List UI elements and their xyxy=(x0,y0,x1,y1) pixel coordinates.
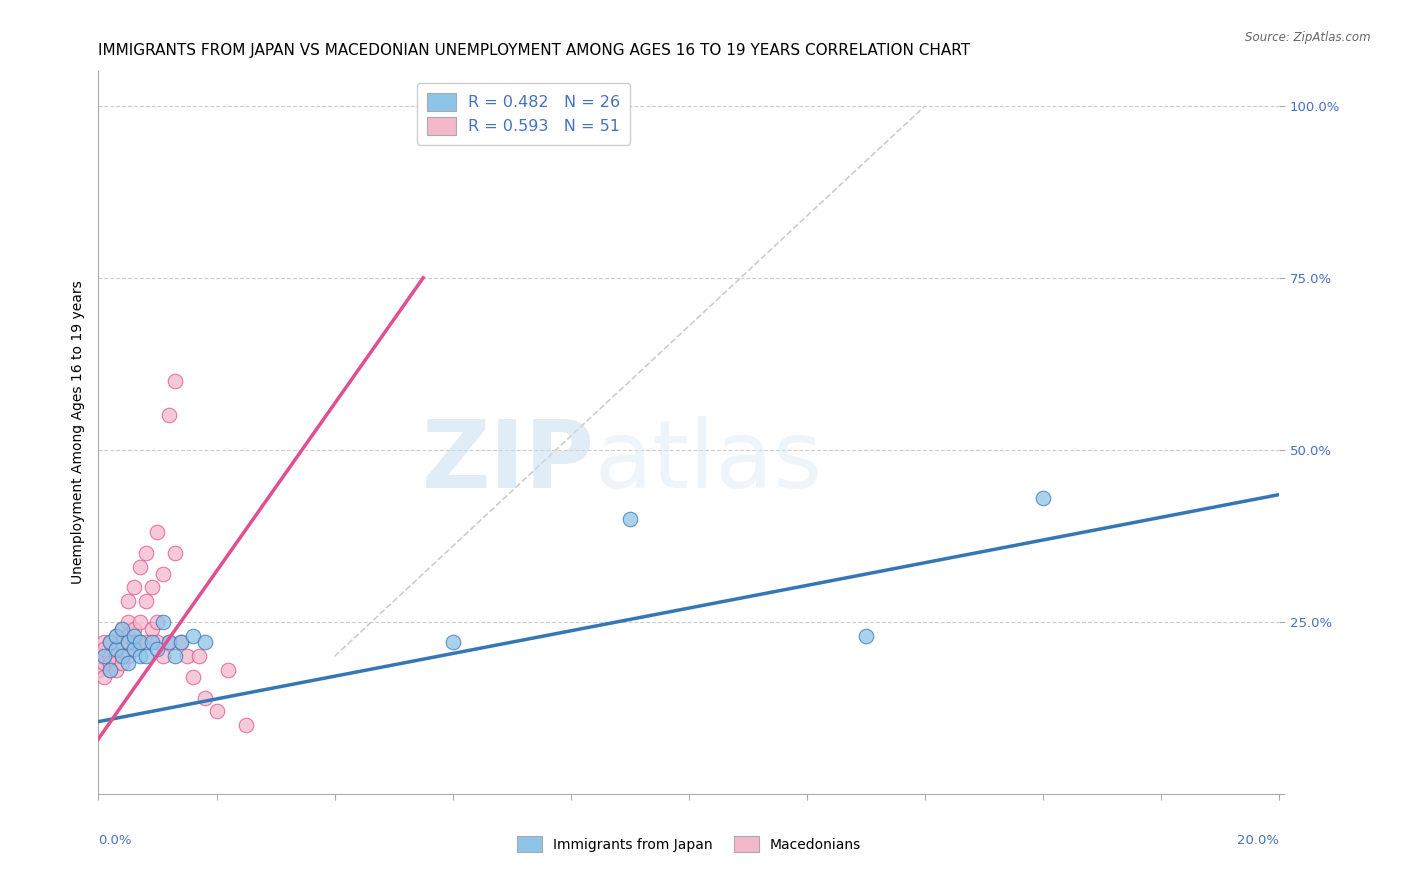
Point xyxy=(117,629,139,643)
Point xyxy=(141,622,163,636)
Point xyxy=(619,511,641,525)
Point xyxy=(122,581,145,595)
Point xyxy=(141,581,163,595)
Point xyxy=(111,656,134,670)
Point xyxy=(111,649,134,664)
Point xyxy=(98,635,121,649)
Point xyxy=(146,615,169,629)
Point xyxy=(128,649,150,664)
Point xyxy=(194,635,217,649)
Point xyxy=(128,635,150,649)
Point xyxy=(111,622,134,636)
Point xyxy=(93,656,115,670)
Point xyxy=(135,594,157,608)
Text: ZIP: ZIP xyxy=(422,416,595,508)
Point xyxy=(105,629,128,643)
Point xyxy=(93,635,115,649)
Point xyxy=(105,642,128,657)
Y-axis label: Unemployment Among Ages 16 to 19 years: Unemployment Among Ages 16 to 19 years xyxy=(70,281,84,584)
Point xyxy=(157,409,180,423)
Point xyxy=(105,642,128,657)
Point xyxy=(128,635,150,649)
Point xyxy=(122,622,145,636)
Point xyxy=(855,629,877,643)
Text: IMMIGRANTS FROM JAPAN VS MACEDONIAN UNEMPLOYMENT AMONG AGES 16 TO 19 YEARS CORRE: IMMIGRANTS FROM JAPAN VS MACEDONIAN UNEM… xyxy=(98,43,970,58)
Point xyxy=(87,663,110,677)
Point xyxy=(135,649,157,664)
Point xyxy=(235,718,257,732)
Text: 20.0%: 20.0% xyxy=(1237,834,1279,847)
Point xyxy=(122,642,145,657)
Point xyxy=(93,670,115,684)
Point xyxy=(205,704,228,718)
Point xyxy=(122,629,145,643)
Point xyxy=(105,649,128,664)
Text: Source: ZipAtlas.com: Source: ZipAtlas.com xyxy=(1246,31,1371,45)
Point xyxy=(157,635,180,649)
Point xyxy=(117,615,139,629)
Point xyxy=(181,670,204,684)
Point xyxy=(117,594,139,608)
Point xyxy=(105,656,128,670)
Point xyxy=(194,690,217,705)
Point xyxy=(170,635,193,649)
Point xyxy=(176,649,198,664)
Point xyxy=(152,649,174,664)
Point xyxy=(122,635,145,649)
Text: 0.0%: 0.0% xyxy=(98,834,132,847)
Point xyxy=(152,615,174,629)
Point xyxy=(98,663,121,677)
Point xyxy=(117,656,139,670)
Point xyxy=(165,374,187,388)
Point xyxy=(111,622,134,636)
Point xyxy=(87,649,110,664)
Point xyxy=(135,635,157,649)
Point xyxy=(165,546,187,560)
Point xyxy=(181,629,204,643)
Point xyxy=(152,566,174,581)
Point xyxy=(441,635,464,649)
Point xyxy=(135,546,157,560)
Point xyxy=(98,635,121,649)
Point xyxy=(98,663,121,677)
Point xyxy=(128,559,150,574)
Point xyxy=(105,629,128,643)
Point xyxy=(217,663,239,677)
Legend: Immigrants from Japan, Macedonians: Immigrants from Japan, Macedonians xyxy=(510,830,868,859)
Point xyxy=(98,656,121,670)
Point xyxy=(141,635,163,649)
Point xyxy=(146,525,169,540)
Point xyxy=(93,642,115,657)
Point xyxy=(1032,491,1054,505)
Point xyxy=(93,649,115,664)
Point xyxy=(111,635,134,649)
Point xyxy=(146,642,169,657)
Point xyxy=(98,649,121,664)
Point xyxy=(105,663,128,677)
Point xyxy=(111,649,134,664)
Point xyxy=(117,649,139,664)
Point xyxy=(117,635,139,649)
Point xyxy=(128,615,150,629)
Text: atlas: atlas xyxy=(595,416,823,508)
Point xyxy=(170,635,193,649)
Point xyxy=(157,635,180,649)
Point xyxy=(187,649,209,664)
Point xyxy=(165,649,187,664)
Point xyxy=(146,635,169,649)
